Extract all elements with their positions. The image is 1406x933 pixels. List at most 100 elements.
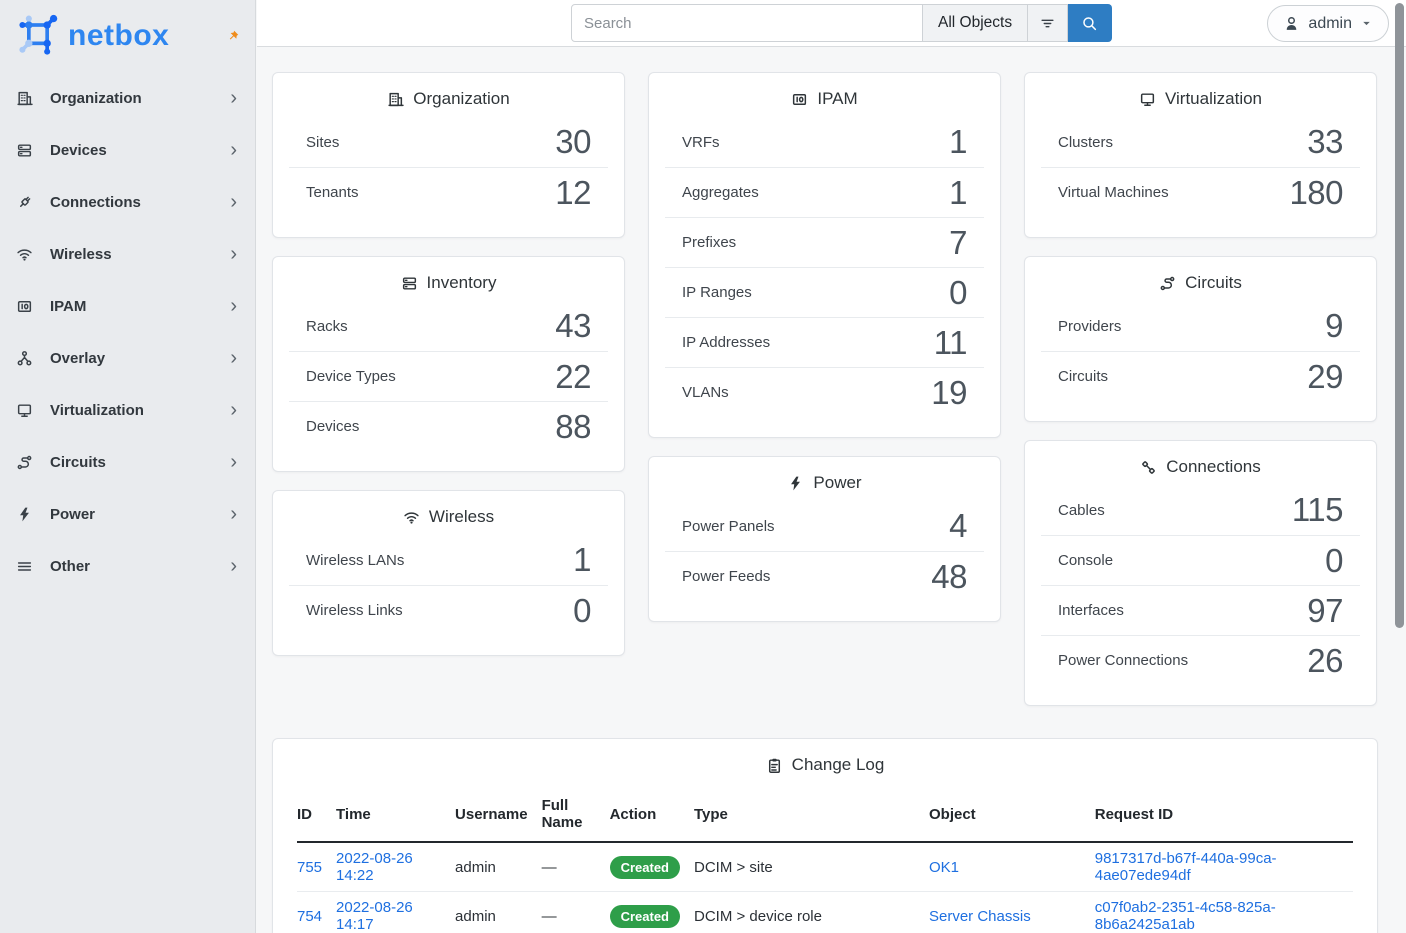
- sidebar-item-wireless[interactable]: Wireless ›: [0, 228, 255, 280]
- changelog-object-link[interactable]: Server Chassis: [929, 907, 1031, 925]
- sidebar-item-connections[interactable]: Connections ›: [0, 176, 255, 228]
- netbox-logo-icon[interactable]: [16, 14, 60, 58]
- changelog-object-link[interactable]: OK1: [929, 858, 960, 876]
- server-icon: [16, 140, 40, 160]
- changelog-id-link[interactable]: 755: [297, 858, 323, 876]
- card-title: Inventory: [426, 273, 497, 292]
- sidebar-item-virtualization[interactable]: Virtualization ›: [0, 384, 255, 436]
- changelog-col-request-id: Request ID: [1094, 789, 1353, 843]
- overlay-icon: [16, 348, 40, 368]
- changelog-time-link[interactable]: 2022-08-26 14:22: [336, 850, 413, 884]
- changelog-col-full-name: Full Name: [541, 789, 610, 843]
- chevron-right-icon: ›: [230, 139, 237, 161]
- stat-label: Wireless LANs: [306, 551, 405, 569]
- filter-icon[interactable]: [1028, 4, 1069, 42]
- sidebar-item-devices[interactable]: Devices ›: [0, 124, 255, 176]
- stats-column: IPAM VRFs 1 Aggregates 1 Prefixes 7 IP R…: [648, 72, 1001, 706]
- cable-icon: [1140, 459, 1157, 476]
- stat-row-interfaces: Interfaces 97: [1041, 585, 1360, 635]
- vertical-scrollbar[interactable]: [1395, 3, 1404, 628]
- search-icon[interactable]: [1068, 4, 1113, 42]
- action-badge: Created: [609, 855, 680, 879]
- chevron-right-icon: ›: [230, 451, 237, 473]
- changelog-col-object: Object: [929, 789, 1095, 843]
- search-input[interactable]: [571, 4, 923, 42]
- stat-value[interactable]: 1: [949, 123, 967, 160]
- changelog-time-link[interactable]: 2022-08-26 14:17: [336, 899, 413, 933]
- sidebar-item-power[interactable]: Power ›: [0, 488, 255, 540]
- card-title: Connections: [1166, 457, 1261, 476]
- card-ipam: IPAM VRFs 1 Aggregates 1 Prefixes 7 IP R…: [648, 72, 1001, 438]
- pin-icon[interactable]: [225, 28, 241, 44]
- stat-label: Power Feeds: [682, 568, 771, 585]
- changelog-request-id-link[interactable]: c07f0ab2-2351-4c58-825a-8b6a2425a1ab: [1094, 899, 1276, 933]
- stat-value[interactable]: 26: [1307, 641, 1343, 679]
- stat-value[interactable]: 115: [1291, 491, 1344, 528]
- sidebar-item-label: IPAM: [50, 297, 87, 315]
- building-icon: [16, 88, 40, 108]
- stat-label: Device Types: [306, 368, 396, 385]
- stat-row-cables: Cables 115: [1041, 485, 1360, 535]
- changelog-request-id-link[interactable]: 9817317d-b67f-440a-99ca-4ae07ede94df: [1094, 850, 1277, 884]
- stat-value[interactable]: 0: [949, 273, 967, 311]
- stat-row-vrfs: VRFs 1: [665, 117, 984, 167]
- stat-value[interactable]: 0: [1325, 541, 1343, 579]
- stat-value[interactable]: 7: [949, 223, 967, 261]
- stat-value[interactable]: 9: [1325, 307, 1343, 344]
- stat-row-tenants: Tenants 12: [289, 167, 608, 217]
- stat-label: IP Addresses: [682, 334, 771, 351]
- stat-label: Circuits: [1058, 368, 1109, 385]
- stats-column: Organization Sites 30 Tenants 12 Invento…: [272, 72, 625, 706]
- changelog-id-link[interactable]: 754: [297, 907, 323, 925]
- stat-value[interactable]: 88: [555, 407, 591, 445]
- stat-value[interactable]: 30: [555, 123, 591, 160]
- stat-value[interactable]: 180: [1289, 173, 1343, 211]
- sidebar-item-label: Other: [50, 557, 91, 575]
- stat-value[interactable]: 4: [949, 507, 967, 544]
- chevron-right-icon: ›: [230, 555, 237, 577]
- sidebar-item-overlay[interactable]: Overlay ›: [0, 332, 255, 384]
- stat-label: Cables: [1058, 501, 1105, 519]
- stat-value[interactable]: 19: [931, 373, 967, 411]
- stat-row-console: Console 0: [1041, 535, 1360, 585]
- stat-value[interactable]: 48: [931, 557, 967, 595]
- stat-value[interactable]: 0: [573, 591, 591, 629]
- sidebar-item-circuits[interactable]: Circuits ›: [0, 436, 255, 488]
- action-badge: Created: [609, 904, 680, 928]
- chevron-right-icon: ›: [230, 243, 237, 265]
- menu-lines-icon: [16, 556, 40, 576]
- sidebar-item-other[interactable]: Other ›: [0, 540, 255, 592]
- stat-label: Prefixes: [682, 234, 737, 251]
- search-scope-button[interactable]: All Objects: [923, 4, 1029, 42]
- card-inventory: Inventory Racks 43 Device Types 22 Devic…: [272, 256, 625, 472]
- monitor-icon: [1139, 91, 1156, 108]
- stat-row-power-panels: Power Panels 4: [665, 501, 984, 551]
- stat-row-wireless-links: Wireless Links 0: [289, 585, 608, 635]
- changelog-col-id: ID: [297, 789, 337, 843]
- chevron-right-icon: ›: [230, 295, 237, 317]
- stat-value[interactable]: 33: [1307, 123, 1343, 160]
- changelog-col-type: Type: [694, 789, 929, 843]
- stat-value[interactable]: 12: [555, 173, 591, 211]
- stat-value[interactable]: 11: [933, 323, 968, 361]
- stats-column: Virtualization Clusters 33 Virtual Machi…: [1024, 72, 1377, 706]
- sidebar-item-label: Overlay: [50, 349, 106, 367]
- user-menu-button[interactable]: admin: [1267, 5, 1389, 42]
- changelog-card: Change Log ID Time Username Full Name Action…: [272, 738, 1378, 933]
- sidebar-item-ipam[interactable]: IPAM ›: [0, 280, 255, 332]
- stat-value[interactable]: 22: [555, 357, 591, 395]
- stat-value[interactable]: 1: [949, 173, 967, 211]
- changelog-table: ID Time Username Full Name Action Type Object R…: [297, 789, 1353, 933]
- stat-value[interactable]: 97: [1307, 591, 1343, 629]
- caret-down-icon: [1360, 17, 1373, 30]
- chevron-right-icon: ›: [230, 347, 237, 369]
- stat-value[interactable]: 29: [1307, 357, 1343, 395]
- sidebar-item-organization[interactable]: Organization ›: [0, 72, 255, 124]
- stat-value[interactable]: 43: [555, 307, 591, 344]
- card-circuits: Circuits Providers 9 Circuits 29: [1024, 256, 1377, 422]
- stat-row-circuits: Circuits 29: [1041, 351, 1360, 401]
- brand-name[interactable]: netbox: [68, 19, 170, 52]
- stat-value[interactable]: 1: [573, 541, 591, 578]
- card-title: IPAM: [817, 89, 858, 108]
- plug-icon: [16, 192, 40, 212]
